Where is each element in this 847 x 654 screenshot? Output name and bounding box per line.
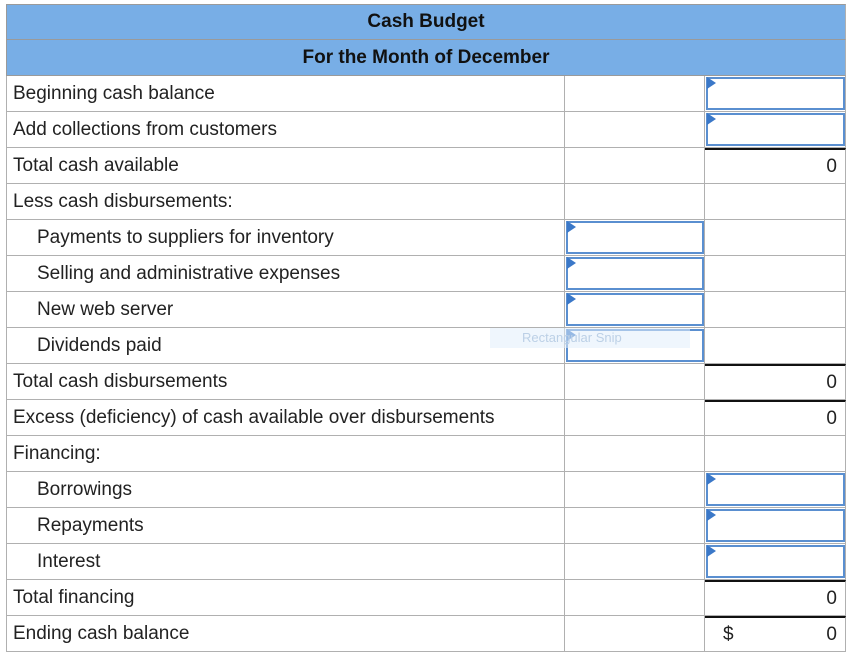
mid-cell [565,256,705,292]
mid-cell [565,472,705,508]
right-cell [705,220,846,256]
mid-cell [565,616,705,652]
right-cell [705,112,846,148]
right-cell [705,544,846,580]
right-cell [705,256,846,292]
input-marker [707,77,716,89]
row-label: Total cash disbursements [6,364,565,400]
right-cell [705,184,846,220]
amount-input[interactable] [706,113,845,146]
amount-input[interactable] [566,257,704,290]
row-label: Repayments [6,508,565,544]
row-label: Total cash available [6,148,565,184]
right-cell [705,436,846,472]
mid-cell [565,292,705,328]
row-label: Beginning cash balance [6,76,565,112]
currency-sign: $ [723,623,734,645]
right-cell: 0 [705,364,846,400]
mid-cell [565,76,705,112]
mid-cell [565,112,705,148]
mid-cell [565,580,705,616]
amount-input[interactable] [566,293,704,326]
snip-tooltip: Rectangular Snip [490,328,690,348]
input-marker [567,257,576,269]
input-marker [707,113,716,125]
right-cell: 0 [705,148,846,184]
mid-cell [565,184,705,220]
mid-cell [565,508,705,544]
input-marker [567,221,576,233]
mid-cell [565,364,705,400]
right-cell: 0 [705,580,846,616]
row-label: Dividends paid [6,328,565,364]
right-cell: 0 [705,616,846,652]
row-label: Borrowings [6,472,565,508]
amount-input[interactable] [706,509,845,542]
amount-input[interactable] [706,77,845,110]
row-label: Excess (deficiency) of cash available ov… [6,400,565,436]
amount-input[interactable] [566,221,704,254]
budget-subtitle: For the Month of December [6,40,846,76]
input-marker [707,473,716,485]
input-marker [567,293,576,305]
row-label: Financing: [6,436,565,472]
input-marker [707,545,716,557]
budget-title: Cash Budget [6,4,846,40]
right-cell [705,76,846,112]
row-label: Payments to suppliers for inventory [6,220,565,256]
mid-cell [565,400,705,436]
mid-cell [565,436,705,472]
row-label: Less cash disbursements: [6,184,565,220]
row-label: Add collections from customers [6,112,565,148]
right-cell [705,508,846,544]
mid-cell [565,328,705,364]
row-label: Ending cash balance [6,616,565,652]
right-cell [705,328,846,364]
right-cell [705,472,846,508]
mid-cell [565,544,705,580]
amount-input[interactable] [706,473,845,506]
amount-input[interactable] [706,545,845,578]
input-marker [707,509,716,521]
row-label: New web server [6,292,565,328]
mid-cell [565,148,705,184]
row-label: Total financing [6,580,565,616]
right-cell: 0 [705,400,846,436]
row-label: Interest [6,544,565,580]
row-label: Selling and administrative expenses [6,256,565,292]
mid-cell [565,220,705,256]
right-cell [705,292,846,328]
